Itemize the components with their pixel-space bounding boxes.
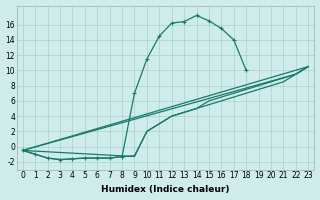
X-axis label: Humidex (Indice chaleur): Humidex (Indice chaleur) xyxy=(101,185,230,194)
